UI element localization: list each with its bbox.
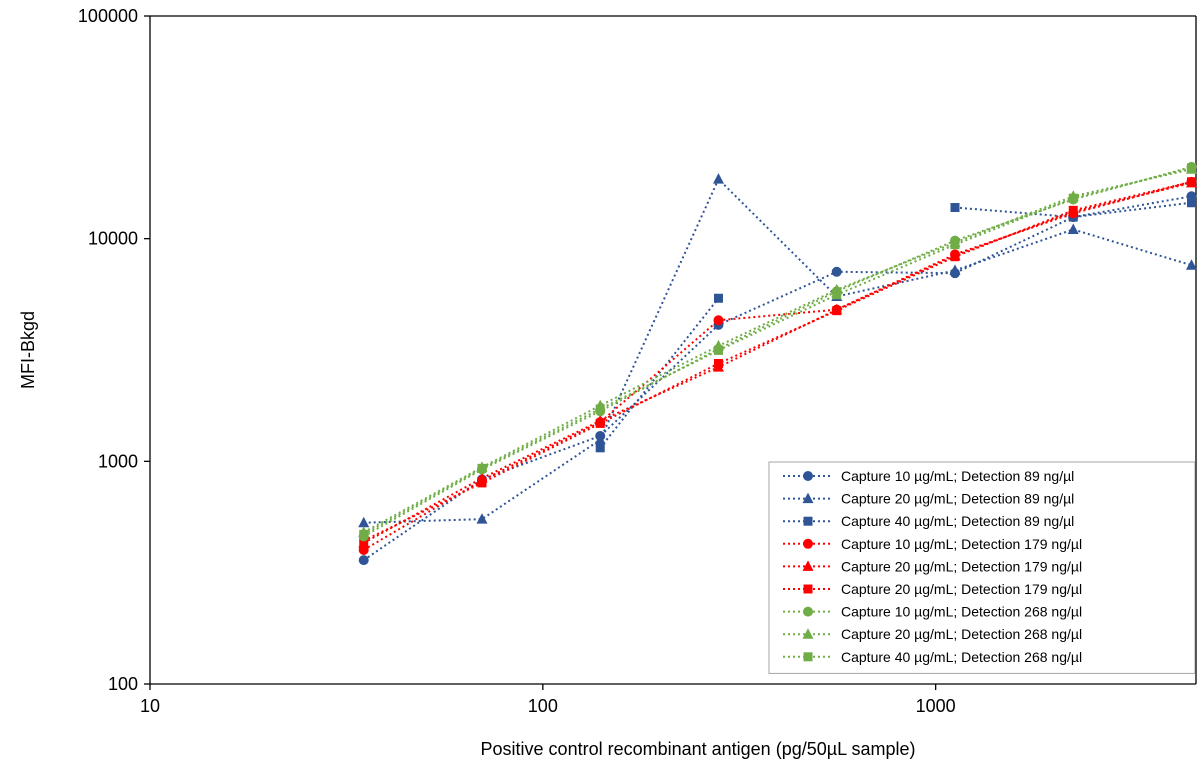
legend-swatch-marker xyxy=(803,471,813,481)
series-line xyxy=(363,168,1192,534)
legend-label: Capture 10 µg/mL; Detection 179 ng/µl xyxy=(841,536,1082,552)
legend-item: Capture 10 µg/mL; Detection 268 ng/µl xyxy=(783,604,1082,620)
series-9 xyxy=(359,163,1196,539)
legend-label: Capture 40 µg/mL; Detection 89 ng/µl xyxy=(841,513,1074,529)
series-line xyxy=(599,297,720,449)
data-point xyxy=(949,264,961,275)
legend-item: Capture 10 µg/mL; Detection 89 ng/µl xyxy=(783,468,1074,484)
legend-box xyxy=(768,461,1196,674)
data-point xyxy=(595,443,605,453)
legend-label: Capture 10 µg/mL; Detection 268 ng/µl xyxy=(841,604,1082,620)
legend-item: Capture 20 µg/mL; Detection 179 ng/µl xyxy=(783,558,1082,574)
data-point xyxy=(595,404,605,414)
data-point xyxy=(476,513,488,524)
series-line xyxy=(363,181,1192,544)
data-point xyxy=(713,359,723,369)
data-point xyxy=(832,306,842,316)
x-tick-label: 100 xyxy=(528,696,558,716)
legend-item: Capture 20 µg/mL; Detection 179 ng/µl xyxy=(783,581,1082,597)
data-point xyxy=(713,345,723,355)
x-tick-label: 10 xyxy=(140,696,160,716)
y-tick-label: 100000 xyxy=(78,6,138,26)
legend: Capture 10 µg/mL; Detection 89 ng/µl Capt… xyxy=(768,461,1196,674)
legend-label: Capture 20 µg/mL; Detection 89 ng/µl xyxy=(841,491,1074,507)
legend-label: Capture 40 µg/mL; Detection 268 ng/µl xyxy=(841,649,1082,665)
data-point xyxy=(832,290,842,300)
legend-label: Capture 20 µg/mL; Detection 179 ng/µl xyxy=(841,581,1082,597)
series-layer xyxy=(358,161,1197,566)
data-point xyxy=(713,315,724,326)
legend-swatch-marker xyxy=(803,652,813,662)
data-point xyxy=(950,203,960,213)
legend-swatch-marker xyxy=(803,538,813,549)
data-point xyxy=(477,478,487,488)
data-point xyxy=(831,266,842,277)
data-point xyxy=(712,173,724,184)
legend-swatch-marker xyxy=(802,628,814,639)
data-point xyxy=(477,463,487,473)
legend-label: Capture 10 µg/mL; Detection 89 ng/µl xyxy=(841,468,1074,484)
series-line xyxy=(363,195,1192,561)
data-point xyxy=(1186,198,1196,208)
legend-item: Capture 40 µg/mL; Detection 268 ng/µl xyxy=(783,649,1082,665)
y-tick-label: 1000 xyxy=(98,451,138,471)
x-axis-title: Positive control recombinant antigen (pg… xyxy=(481,739,916,759)
data-point xyxy=(1067,223,1079,234)
data-point xyxy=(1186,163,1196,173)
legend-swatch-marker xyxy=(803,584,813,594)
data-point xyxy=(713,293,723,303)
legend-item: Capture 20 µg/mL; Detection 268 ng/µl xyxy=(783,626,1082,642)
legend-item: Capture 20 µg/mL; Detection 89 ng/µl xyxy=(783,491,1074,507)
legend-label: Capture 20 µg/mL; Detection 268 ng/µl xyxy=(841,626,1082,642)
series-3 xyxy=(595,198,1196,453)
y-tick-label: 10000 xyxy=(88,229,138,249)
data-point xyxy=(1186,177,1196,187)
series-line xyxy=(363,166,1192,536)
data-point xyxy=(594,433,606,445)
y-axis-title: MFI-Bkgd xyxy=(18,311,38,389)
data-point xyxy=(950,252,960,262)
series-line xyxy=(363,180,1192,542)
x-tick-label: 1000 xyxy=(916,696,956,716)
legend-swatch-marker xyxy=(802,560,814,571)
legend-swatch-marker xyxy=(802,492,814,504)
legend-item: Capture 40 µg/mL; Detection 89 ng/µl xyxy=(783,513,1074,529)
legend-label: Capture 20 µg/mL; Detection 179 ng/µl xyxy=(841,558,1082,574)
series-line xyxy=(363,165,1192,538)
data-point xyxy=(1068,193,1078,203)
data-point xyxy=(1185,259,1197,270)
data-point xyxy=(359,529,369,539)
series-line xyxy=(363,177,1192,524)
data-point xyxy=(358,516,370,528)
data-point xyxy=(1068,205,1078,215)
data-point xyxy=(950,240,960,250)
legend-swatch-marker xyxy=(803,516,813,526)
legend-item: Capture 10 µg/mL; Detection 179 ng/µl xyxy=(783,536,1082,552)
data-point xyxy=(358,555,369,566)
y-tick-label: 100 xyxy=(108,674,138,694)
data-point xyxy=(595,418,605,428)
legend-swatch-marker xyxy=(803,606,813,617)
